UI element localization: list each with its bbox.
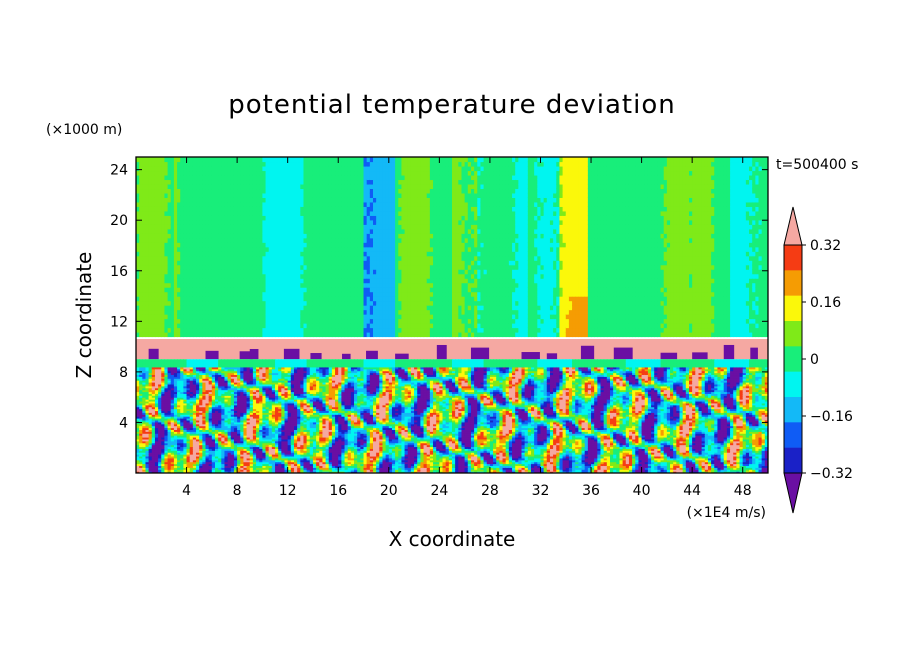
y-unit-label: (×1000 m) <box>46 122 122 138</box>
heatmap-field <box>136 157 769 474</box>
chart-title: potential temperature deviation <box>228 90 675 120</box>
time-label: t=500400 s <box>776 157 858 173</box>
